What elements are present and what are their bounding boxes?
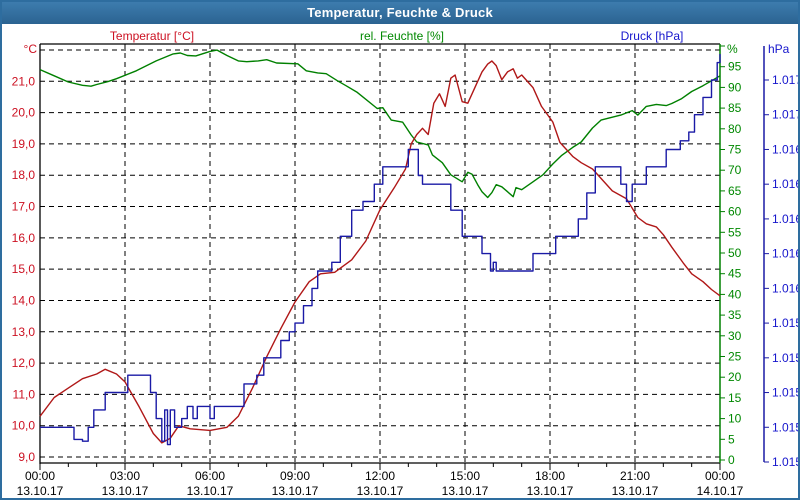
x-tick-time-label: 00:00 (25, 469, 55, 483)
pressure-tick-label: 1.015 (772, 420, 800, 434)
temperature-tick-label: 18,0 (12, 168, 36, 182)
humidity-tick-label: 45 (728, 267, 742, 281)
humidity-tick-label: 90 (728, 80, 742, 94)
temperature-tick-label: 17,0 (12, 200, 36, 214)
humidity-tick-label: 30 (728, 329, 742, 343)
humidity-tick-label: 0 (728, 453, 735, 467)
pressure-tick-label: 1.016 (772, 281, 800, 295)
humidity-unit-label: % (727, 42, 738, 56)
temperature-unit-label: °C (24, 42, 38, 56)
x-axis: 00:0013.10.1703:0013.10.1706:0013.10.170… (17, 463, 744, 498)
humidity-tick-label: 5 (728, 432, 735, 446)
x-tick-time-label: 12:00 (365, 469, 395, 483)
x-tick-date-label: 13.10.17 (357, 484, 404, 498)
pressure-tick-label: 1.017 (772, 73, 800, 87)
x-tick-date-label: 13.10.17 (102, 484, 149, 498)
x-tick-time-label: 00:00 (705, 469, 735, 483)
pressure-tick-label: 1.015 (772, 351, 800, 365)
x-tick-date-label: 13.10.17 (612, 484, 659, 498)
humidity-tick-label: 55 (728, 225, 742, 239)
humidity-tick-label: 85 (728, 101, 742, 115)
humidity-tick-label: 10 (728, 412, 742, 426)
temperature-tick-label: 13,0 (12, 325, 36, 339)
humidity-tick-label: 60 (728, 205, 742, 219)
temperature-tick-label: 15,0 (12, 262, 36, 276)
temperature-series-line (39, 60, 721, 444)
temperature-tick-label: 19,0 (12, 137, 36, 151)
humidity-tick-label: 20 (728, 370, 742, 384)
humidity-series-line (39, 49, 721, 199)
temperature-tick-label: 16,0 (12, 231, 36, 245)
pressure-tick-label: 1.016 (772, 247, 800, 261)
pressure-series-line (40, 54, 721, 446)
x-tick-time-label: 21:00 (620, 469, 650, 483)
temperature-tick-label: 10,0 (12, 419, 36, 433)
humidity-tick-label: 75 (728, 143, 742, 157)
x-tick-time-label: 03:00 (110, 469, 140, 483)
temperature-tick-label: 12,0 (12, 356, 36, 370)
humidity-tick-label: 35 (728, 308, 742, 322)
legend-temperature: Temperatur [°C] (109, 29, 195, 43)
pressure-tick-label: 1.016 (772, 142, 800, 156)
x-tick-date-label: 13.10.17 (527, 484, 574, 498)
humidity-tick-label: 25 (728, 350, 742, 364)
pressure-tick-label: 1.015 (772, 455, 800, 469)
pressure-axis-labels: 1.017 1.017 1.016 1.016 1.016 1.016 1.016 1.015… (764, 42, 800, 469)
pressure-tick-label: 1.016 (772, 212, 800, 226)
temperature-tick-label: 14,0 (12, 293, 36, 307)
legend-pressure: Druck [hPa] (620, 29, 684, 43)
temperature-axis-labels: 21,0 20,0 19,0 18,0 17,0 16,0 15,0 14,0 13,0 12,0… (12, 42, 38, 464)
pressure-unit-label: hPa (768, 42, 790, 56)
x-tick-date-label: 13.10.17 (272, 484, 319, 498)
humidity-tick-label: 40 (728, 287, 742, 301)
x-tick-date-label: 13.10.17 (187, 484, 234, 498)
pressure-tick-label: 1.015 (772, 386, 800, 400)
x-tick-date-label: 14.10.17 (697, 484, 744, 498)
temperature-tick-label: 11,0 (13, 387, 36, 401)
legend-humidity: rel. Feuchte [%] (359, 29, 445, 43)
x-tick-time-label: 06:00 (195, 469, 225, 483)
humidity-tick-label: 15 (728, 391, 742, 405)
pressure-tick-label: 1.015 (772, 316, 800, 330)
humidity-tick-label: 70 (728, 163, 742, 177)
humidity-tick-label: 50 (728, 246, 742, 260)
pressure-tick-label: 1.016 (772, 177, 800, 191)
humidity-tick-label: 80 (728, 122, 742, 136)
temperature-tick-label: 20,0 (12, 106, 36, 120)
x-tick-date-label: 13.10.17 (442, 484, 489, 498)
x-tick-date-label: 13.10.17 (17, 484, 64, 498)
window-title-bar: Temperatur, Feuchte & Druck (2, 2, 798, 24)
temperature-tick-label: 21,0 (12, 74, 36, 88)
humidity-tick-label: 95 (728, 60, 742, 74)
x-tick-time-label: 09:00 (280, 469, 310, 483)
humidity-tick-label: 65 (728, 184, 742, 198)
window-title: Temperatur, Feuchte & Druck (307, 5, 493, 20)
x-tick-time-label: 18:00 (535, 469, 565, 483)
pressure-tick-label: 1.017 (772, 108, 800, 122)
x-tick-time-label: 15:00 (450, 469, 480, 483)
temperature-tick-label: 9,0 (18, 450, 35, 464)
